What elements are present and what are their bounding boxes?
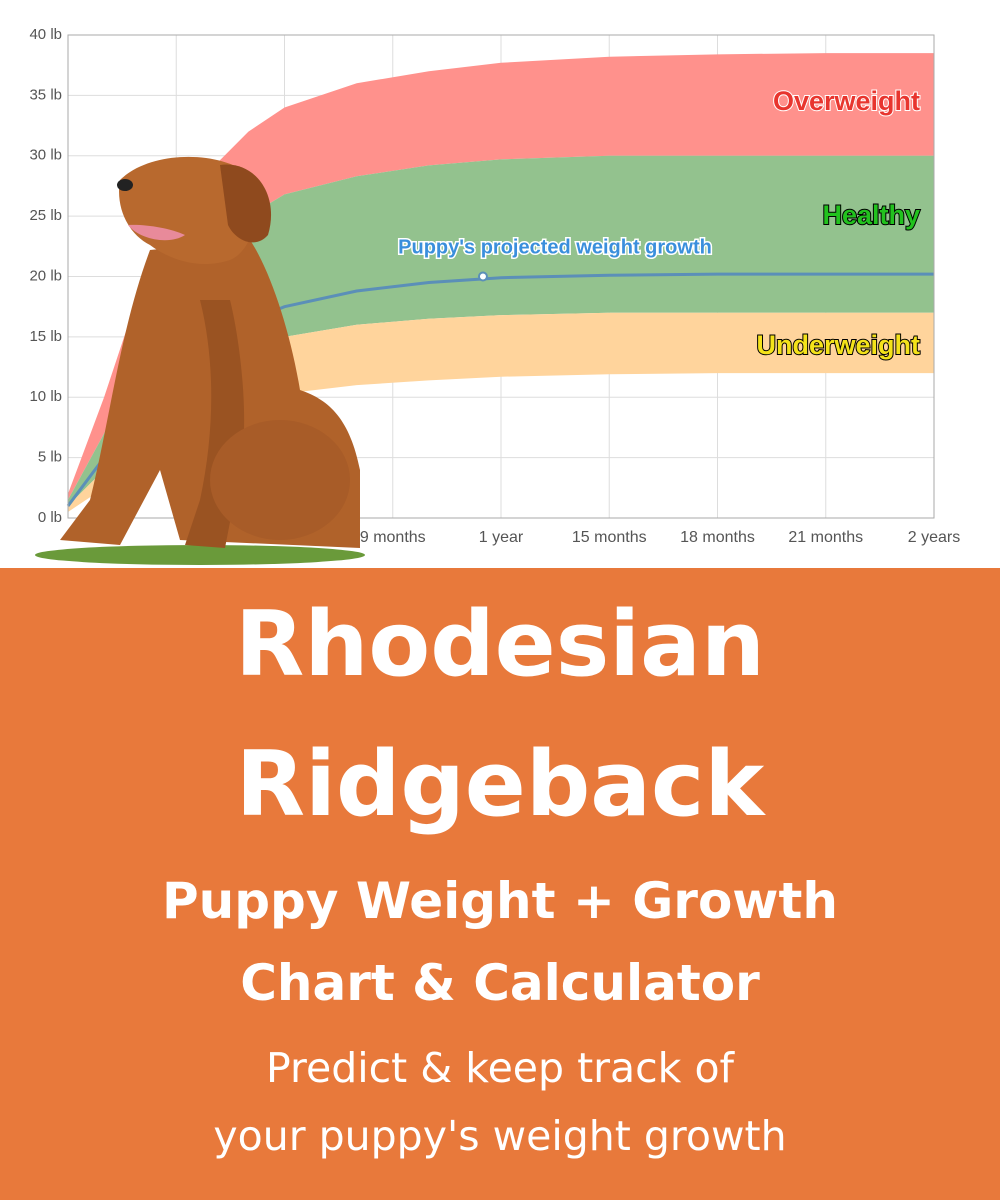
dog-nose [117, 179, 133, 191]
weight-band [68, 53, 934, 500]
dog-ear [220, 164, 272, 243]
series-label: Puppy's projected weight growth [398, 236, 712, 258]
banner-background [0, 568, 1000, 1200]
x-tick-label: 9 months [360, 529, 426, 546]
dog-illustration [35, 156, 365, 565]
title: Ridgeback [236, 732, 767, 837]
y-tick-label: 35 lb [29, 86, 62, 103]
tagline: Predict & keep track of [266, 1044, 736, 1092]
growth-point [477, 271, 488, 282]
y-tick-label: 15 lb [29, 328, 62, 345]
x-tick-label: 15 months [572, 529, 647, 546]
dog-tongue [128, 224, 185, 241]
title: Rhodesian [235, 592, 765, 697]
dog-haunch [210, 420, 350, 540]
banner: Rhodesian Ridgeback Puppy Weight + Growth C… [162, 592, 838, 1160]
y-tick-label: 0 lb [38, 509, 62, 526]
series-label: Underweight [756, 330, 920, 360]
x-tick-label: 21 months [788, 529, 863, 546]
subtitle: Puppy Weight + Growth [162, 872, 838, 930]
y-tick-label: 30 lb [29, 147, 62, 164]
x-tick-label: 2 years [908, 529, 960, 546]
plot-frame [67, 34, 935, 519]
grass [35, 545, 365, 565]
x-tick-label: 1 year [479, 529, 524, 546]
weight-band [68, 155, 934, 506]
series-label: Overweight [773, 86, 920, 116]
x-tick-label: 18 months [680, 529, 755, 546]
tagline: your puppy's weight growth [213, 1112, 786, 1160]
y-tick-label: 10 lb [29, 388, 62, 405]
y-tick-label: 25 lb [29, 207, 62, 224]
y-tick-label: 40 lb [29, 26, 62, 43]
series-label: Healthy [822, 200, 920, 230]
y-tick-label: 20 lb [29, 267, 62, 284]
subtitle: Chart & Calculator [240, 954, 760, 1012]
y-tick-label: 5 lb [38, 449, 62, 466]
